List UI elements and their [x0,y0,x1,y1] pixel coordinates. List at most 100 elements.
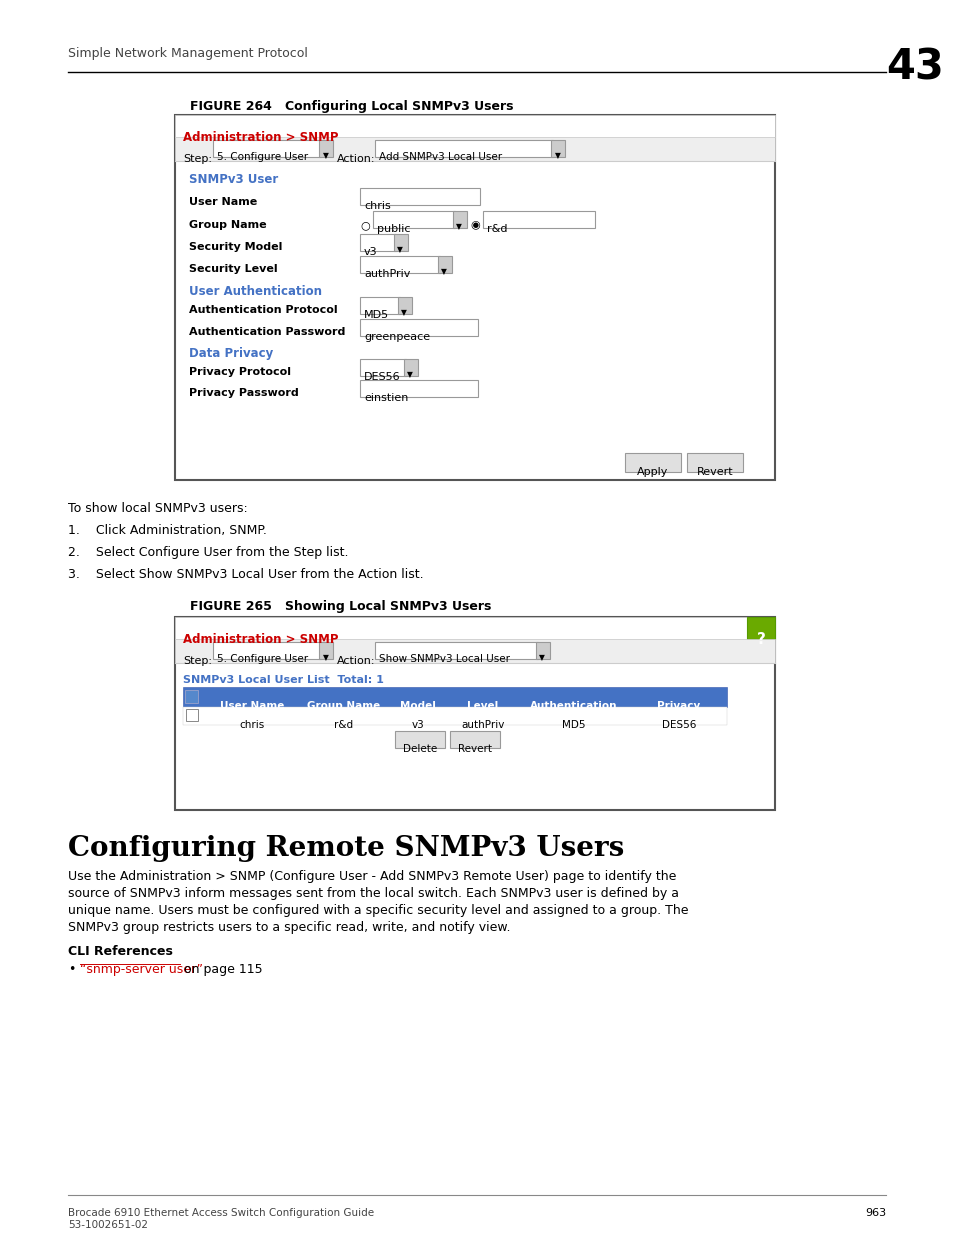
Bar [359,256,439,273]
Text: Apply: Apply [637,467,668,477]
Bar [482,211,595,228]
Text: ▼: ▼ [407,370,413,379]
Text: Simple Network Management Protocol: Simple Network Management Protocol [68,47,308,61]
Text: 1.    Click Administration, SNMP.: 1. Click Administration, SNMP. [68,524,267,537]
Text: Configuring Remote SNMPv3 Users: Configuring Remote SNMPv3 Users [68,835,623,862]
Text: Step:: Step: [183,154,212,164]
Bar [174,137,774,161]
Text: Action:: Action: [336,656,375,666]
Text: Revert: Revert [457,743,492,755]
Bar [536,642,550,659]
Bar [174,618,774,810]
Text: ▼: ▼ [440,267,446,275]
Bar [453,211,467,228]
Bar [359,380,477,396]
Text: Authentication Protocol: Authentication Protocol [189,305,337,315]
Bar [318,140,333,157]
Text: MD5: MD5 [364,310,389,320]
Text: DES56: DES56 [364,372,400,382]
Text: r&d: r&d [486,224,507,233]
Bar [359,233,395,251]
Text: ▼: ▼ [400,308,406,317]
Text: SNMPv3 Local User List  Total: 1: SNMPv3 Local User List Total: 1 [183,676,383,685]
Text: SNMPv3 group restricts users to a specific read, write, and notify view.: SNMPv3 group restricts users to a specif… [68,921,510,934]
Bar [373,211,455,228]
Bar [359,359,406,375]
Text: Authentication: Authentication [530,701,618,711]
Text: DES56: DES56 [661,720,696,730]
Bar [174,618,746,638]
Bar [213,642,320,659]
Bar [395,731,444,748]
Bar [397,296,412,314]
Text: Delete: Delete [402,743,436,755]
Text: Action:: Action: [336,154,375,164]
Text: Level: Level [467,701,498,711]
Text: einstien: einstien [364,393,408,403]
Bar [318,642,333,659]
Text: Model: Model [399,701,436,711]
Text: ○: ○ [359,220,370,230]
Bar [375,140,553,157]
Text: ▼: ▼ [323,653,329,662]
Text: ◉: ◉ [470,220,479,230]
Text: 963: 963 [864,1208,885,1218]
Text: unique name. Users must be configured with a specific security level and assigne: unique name. Users must be configured wi… [68,904,688,918]
Text: 53-1002651-02: 53-1002651-02 [68,1220,148,1230]
Bar [185,690,198,703]
Bar [686,453,742,472]
Text: public: public [376,224,410,233]
Bar [375,642,537,659]
Text: greenpeace: greenpeace [364,332,430,342]
Text: authPriv: authPriv [461,720,504,730]
Text: 5. Configure User: 5. Configure User [216,655,308,664]
Bar [624,453,680,472]
Bar [450,731,499,748]
Text: SNMPv3 User: SNMPv3 User [189,173,278,186]
Text: “snmp-server user”: “snmp-server user” [80,963,203,976]
Bar [359,296,399,314]
Text: 2.    Select Configure User from the Step list.: 2. Select Configure User from the Step l… [68,546,348,559]
Text: Use the Administration > SNMP (Configure User - Add SNMPv3 Remote User) page to : Use the Administration > SNMP (Configure… [68,869,676,883]
Bar [403,359,417,375]
Text: Authentication Password: Authentication Password [189,327,345,337]
Text: Administration > SNMP: Administration > SNMP [183,634,338,646]
Text: Privacy Protocol: Privacy Protocol [189,367,291,377]
Text: User Authentication: User Authentication [189,285,322,298]
Text: v3: v3 [411,720,424,730]
Text: To show local SNMPv3 users:: To show local SNMPv3 users: [68,501,248,515]
Bar [437,256,452,273]
Text: chris: chris [239,720,264,730]
Text: ?: ? [756,632,764,647]
Bar [213,140,320,157]
Text: CLI References: CLI References [68,945,172,958]
Text: Data Privacy: Data Privacy [189,347,273,359]
Text: Show SNMPv3 Local User: Show SNMPv3 Local User [378,655,510,664]
Text: Group Name: Group Name [307,701,380,711]
Text: chris: chris [364,201,391,211]
Text: ▼: ▼ [538,653,544,662]
Text: MD5: MD5 [561,720,585,730]
Bar [359,188,479,205]
Bar [174,638,774,663]
Bar [359,319,477,336]
Bar [174,115,774,480]
Text: Brocade 6910 Ethernet Access Switch Configuration Guide: Brocade 6910 Ethernet Access Switch Conf… [68,1208,374,1218]
Text: ▼: ▼ [396,245,402,254]
Text: FIGURE 265   Showing Local SNMPv3 Users: FIGURE 265 Showing Local SNMPv3 Users [190,600,491,613]
Bar [551,140,564,157]
Text: 5. Configure User: 5. Configure User [216,152,308,162]
Text: 43: 43 [885,47,943,89]
Bar [394,233,408,251]
Text: User Name: User Name [189,198,257,207]
Text: Privacy Password: Privacy Password [189,388,298,398]
Text: on page 115: on page 115 [180,963,262,976]
Text: FIGURE 264   Configuring Local SNMPv3 Users: FIGURE 264 Configuring Local SNMPv3 User… [190,100,513,112]
Text: Revert: Revert [696,467,733,477]
Text: Group Name: Group Name [189,220,266,230]
Text: authPriv: authPriv [364,269,410,279]
Text: r&d: r&d [335,720,354,730]
Bar [183,706,726,725]
Bar [186,709,198,721]
Bar [174,115,774,137]
